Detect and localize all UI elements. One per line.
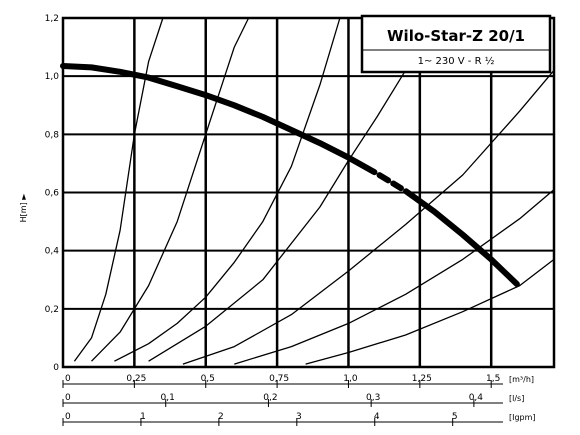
y-tick-label: 0,8 <box>45 130 60 140</box>
x-tick-label: 0,4 <box>469 393 484 403</box>
x-tick-label: 5 <box>452 412 458 422</box>
x-tick-label: 0 <box>65 393 71 403</box>
system-curves <box>73 17 555 365</box>
x-tick-label: 2 <box>218 412 224 422</box>
x-tick-label: 0,5 <box>201 374 215 384</box>
x-tick-label: 4 <box>374 412 380 422</box>
y-tick-label: 0 <box>53 363 59 373</box>
x-axes: 0 0,25 0,5 0,75 1,0 1,25 1,5 [m³/h] 0 0,1 0,2 0,3 0,… <box>62 374 536 426</box>
x-axis-unit: [l/s] <box>509 394 524 403</box>
y-tick-label: 0,6 <box>45 189 60 199</box>
y-tick-label: 1,2 <box>45 14 59 24</box>
x-tick-label: 0 <box>65 412 71 422</box>
plot-frame <box>61 16 556 369</box>
system-curve <box>91 17 250 362</box>
x-tick-label: 1,0 <box>343 374 358 384</box>
x-tick-label: 0,2 <box>263 393 277 403</box>
system-curve <box>148 17 429 362</box>
y-tick-labels: 0 0,2 0,4 0,6 0,8 1,0 1,2 <box>45 14 60 373</box>
system-curve <box>73 17 164 362</box>
pump-curve-layer <box>60 63 520 288</box>
x-tick-label: 0 <box>65 374 71 384</box>
x-tick-label: 1,25 <box>412 374 432 384</box>
system-curve <box>114 17 341 362</box>
x-tick-label: 1,5 <box>486 374 500 384</box>
x-axis-unit: [m³/h] <box>509 375 534 384</box>
x-axis-unit: [Igpm] <box>509 413 536 422</box>
system-curve <box>305 258 555 365</box>
y-tick-label: 1,0 <box>45 72 60 82</box>
x-tick-label: 1 <box>140 412 146 422</box>
x-tick-label: 3 <box>296 412 302 422</box>
x-tick-label: 0,25 <box>126 374 146 384</box>
chart-subtitle: 1~ 230 V - R ½ <box>418 55 495 67</box>
system-curve <box>182 69 555 365</box>
x-tick-label: 0,75 <box>269 374 289 384</box>
pump-curve <box>60 63 520 288</box>
x-tick-label: 0,1 <box>161 393 175 403</box>
system-curve <box>234 189 555 365</box>
x-tick-label: 0,3 <box>366 393 380 403</box>
chart-title: Wilo-Star-Z 20/1 <box>387 27 525 45</box>
y-axis-label: H[m] ► <box>19 193 28 223</box>
y-tick-label: 0,2 <box>45 305 59 315</box>
title-box: Wilo-Star-Z 20/1 1~ 230 V - R ½ <box>360 14 552 74</box>
y-tick-label: 0,4 <box>45 247 60 257</box>
plot-border <box>61 16 556 369</box>
